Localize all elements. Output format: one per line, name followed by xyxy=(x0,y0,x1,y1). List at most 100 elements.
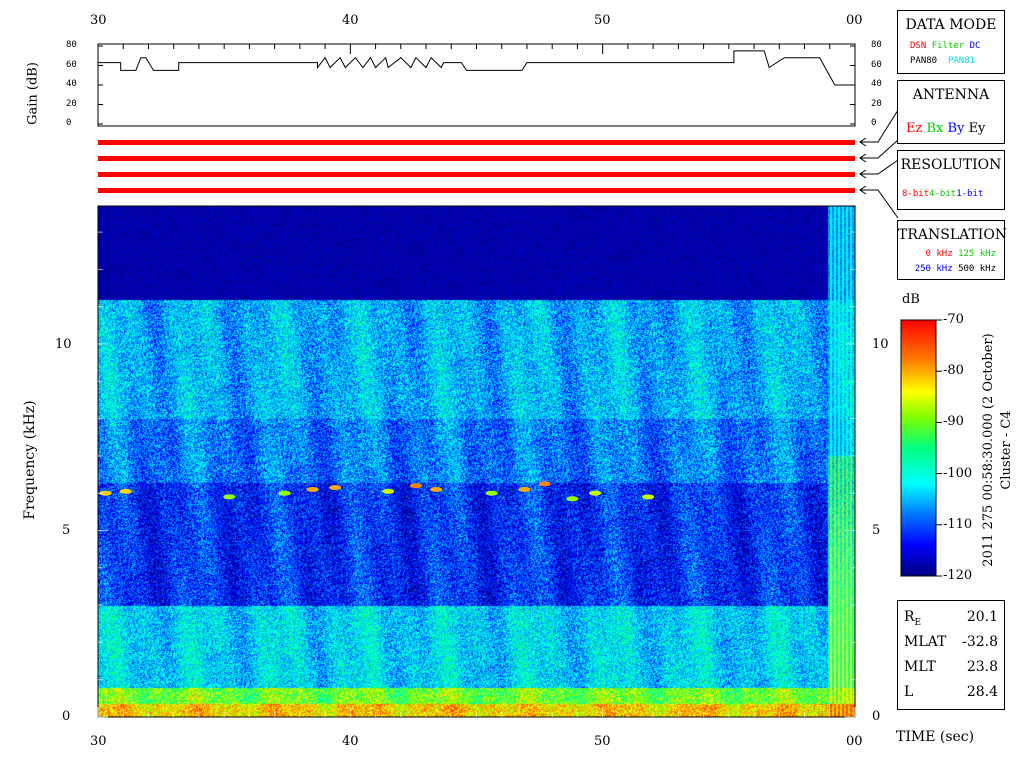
time-ticks xyxy=(97,44,856,717)
pos-label-mlat: MLAT xyxy=(904,634,947,650)
arrow-3 xyxy=(859,169,867,179)
frequency-ylabel: Frequency (kHz) xyxy=(22,400,38,520)
resolution-title: RESOLUTION xyxy=(900,157,1002,173)
antenna-title: ANTENNA xyxy=(912,87,990,103)
data-mode-row-2: PAN80 PAN81 xyxy=(910,56,975,66)
side-caption: 2011 275 00:58:30.000 (2 October) Cluste… xyxy=(980,320,1016,580)
freq-tick-10-left: 10 xyxy=(55,337,72,352)
antenna-ez: Ez xyxy=(906,121,923,136)
connector-translation xyxy=(860,189,899,219)
gain-ytick-label-left: 40 xyxy=(66,79,77,89)
tone-burst xyxy=(99,490,112,496)
pos-row-mlt: MLT 23.8 xyxy=(904,659,998,675)
pos-row-l: L 28.4 xyxy=(904,684,998,700)
data-mode-title: DATA MODE xyxy=(905,17,997,33)
antenna-box: ANTENNA Ez Bx By Ey xyxy=(897,80,1005,144)
gain-ytick-label-left: 20 xyxy=(66,98,77,109)
gain-ytick-label-right: 60 xyxy=(871,59,882,70)
pos-row-mlat: MLAT -32.8 xyxy=(904,634,998,650)
bottom-time-tick-50: 50 xyxy=(594,734,611,749)
bottom-time-tick-40: 40 xyxy=(342,734,359,749)
mode-bar-3 xyxy=(98,172,855,177)
mode-dsn: DSN xyxy=(910,41,927,51)
mode-bar-1 xyxy=(98,140,855,145)
translation-title: TRANSLATION xyxy=(898,227,1008,243)
data-mode-box: DATA MODE DSN Filter DC PAN80 PAN81 xyxy=(897,10,1005,74)
caption-date: 2011 275 00:58:30.000 (2 October) xyxy=(981,333,996,567)
pos-label-re: R xyxy=(904,609,915,625)
pos-label-mlt: MLT xyxy=(904,659,936,675)
gain-panel xyxy=(97,43,856,127)
time-axis-label: TIME (sec) xyxy=(896,729,975,745)
trans-500khz: 500 kHz xyxy=(958,264,996,274)
gain-line xyxy=(98,50,855,86)
bottom-time-tick-30: 30 xyxy=(90,734,107,749)
tone-burst xyxy=(223,494,236,500)
mode-bar-4 xyxy=(98,188,855,193)
colorbar-tick-label: -70 xyxy=(943,312,964,327)
antenna-bx: Bx xyxy=(926,121,944,136)
top-time-tick-50: 50 xyxy=(594,13,611,28)
gain-ytick-label-left: 80 xyxy=(66,40,77,50)
translation-row-1: 0 kHz 125 kHz xyxy=(926,249,996,259)
spectrogram-panel xyxy=(97,205,856,718)
res-1bit: 1-bit xyxy=(956,189,984,199)
antenna-ey: Ey xyxy=(968,121,986,136)
tone-burst xyxy=(409,483,422,489)
tone-burst xyxy=(589,490,602,496)
trans-125khz: 125 kHz xyxy=(958,249,996,259)
freq-tick-0-left: 0 xyxy=(62,709,71,724)
data-mode-row-1: DSN Filter DC xyxy=(910,41,980,51)
gain-ytick-label-right: 40 xyxy=(871,79,882,89)
gain-ylabel-wrap: Gain (dB) xyxy=(18,62,41,126)
colorbar-tick-label: -110 xyxy=(943,516,973,532)
tone-burst xyxy=(119,488,132,494)
freq-tick-5-right: 5 xyxy=(872,523,881,538)
mode-dc: DC xyxy=(969,41,981,51)
resolution-row: 8-bit4-bit1-bit xyxy=(902,189,983,199)
pos-value-l: 28.4 xyxy=(966,684,998,700)
res-4bit: 4-bit xyxy=(929,189,957,199)
res-8bit: 8-bit xyxy=(902,189,930,199)
tone-burst xyxy=(278,490,291,496)
connector-data-mode xyxy=(860,109,899,143)
mode-filter: Filter xyxy=(931,41,965,51)
arrow-4 xyxy=(859,185,867,195)
colorbar-tick-label: -120 xyxy=(943,568,973,583)
colorbar-tick-label: -90 xyxy=(943,414,964,430)
bottom-time-tick-00: 00 xyxy=(846,734,863,749)
translation-row-2: 250 kHz 500 kHz xyxy=(915,264,996,274)
gain-ytick-label-left: 60 xyxy=(66,59,77,70)
connector-resolution xyxy=(860,159,899,175)
pos-label-l: L xyxy=(904,684,914,700)
pos-value-mlat: -32.8 xyxy=(962,634,998,650)
gain-ytick-label-right: 0 xyxy=(871,118,877,128)
connector-antenna xyxy=(860,139,899,159)
connector-lines xyxy=(859,109,899,219)
spectrogram-ticks xyxy=(98,231,855,718)
mode-bar-2 xyxy=(98,156,855,161)
colorbar-tick-label: -80 xyxy=(943,363,964,379)
translation-box: TRANSLATION 0 kHz 125 kHz 250 kHz 500 kH… xyxy=(897,220,1008,280)
tone-burst xyxy=(485,490,498,496)
antenna-by: By xyxy=(947,121,965,136)
gain-frame xyxy=(97,43,856,127)
colorbar-tick-label: -100 xyxy=(943,465,973,481)
gain-ylabel: Gain (dB) xyxy=(25,62,41,125)
mode-pan80: PAN80 xyxy=(910,56,938,66)
tone-burst xyxy=(382,488,395,494)
pos-row-re: RE 20.1 xyxy=(904,609,998,628)
tone-burst xyxy=(306,486,319,492)
tone-burst xyxy=(566,496,579,502)
tone-burst xyxy=(430,486,443,492)
mode-pan81: PAN81 xyxy=(947,56,976,66)
position-box: RE 20.1 MLAT -32.8 MLT 23.8 L 28.4 xyxy=(897,600,1005,710)
tone-bursts xyxy=(99,481,655,502)
spectrogram-image xyxy=(98,206,855,717)
caption-spacecraft: Cluster - C4 xyxy=(999,410,1014,490)
top-time-tick-00: 00 xyxy=(846,13,863,28)
tone-burst xyxy=(518,486,531,492)
resolution-box: RESOLUTION 8-bit4-bit1-bit xyxy=(897,150,1005,210)
colorbar xyxy=(900,319,942,577)
